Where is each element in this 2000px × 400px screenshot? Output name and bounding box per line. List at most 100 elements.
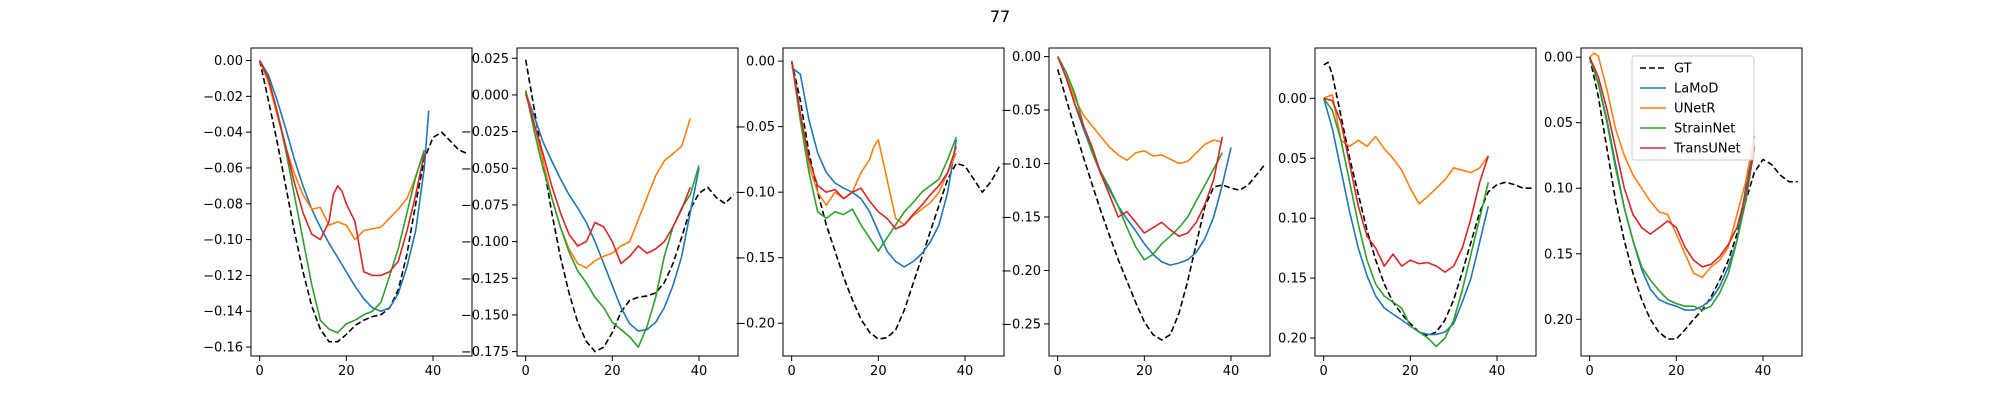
y-tick-label: −0.175 (461, 345, 509, 360)
series-line-strainnet (1323, 97, 1490, 348)
y-tick-label: −0.06 (203, 161, 243, 176)
series-line-gt (1056, 69, 1267, 341)
x-tick-label: 20 (1668, 364, 1685, 379)
y-tick-label: −0.08 (203, 197, 243, 212)
y-tick-label: −0.16 (203, 341, 243, 356)
x-tick-label: 40 (691, 364, 708, 379)
x-tick-label: 40 (957, 364, 974, 379)
series-line-unetr (258, 60, 426, 241)
axes-frame (1580, 47, 1803, 357)
legend-label-transunet: TransUNet (1673, 142, 1741, 157)
x-tick-label: 0 (522, 364, 530, 379)
subplot-5: 0 20 40 0.00 0.05 0.10 0.15 0.20 (1278, 47, 1537, 379)
y-tick-label: −0.14 (203, 305, 243, 320)
y-tick-label: −0.10 (735, 186, 775, 201)
x-tick-label: 20 (604, 364, 621, 379)
y-tick-label: 0.10 (1278, 212, 1307, 227)
figure-title: 77 (990, 7, 1010, 26)
y-tick-label: 0.00 (214, 54, 243, 69)
y-tick-label: 0.025 (472, 52, 509, 67)
series-line-strainnet (790, 60, 958, 252)
axes-frame (1048, 47, 1271, 357)
y-tick-label: 0.10 (1544, 182, 1573, 197)
y-tick-label: 0.00 (1544, 51, 1573, 66)
y-tick-label: 0.00 (1012, 50, 1041, 65)
legend-box (1631, 55, 1755, 161)
legend-label-unetr: UNetR (1674, 102, 1715, 117)
series-line-unetr (1323, 93, 1489, 205)
series-line-gt (1588, 57, 1798, 340)
y-tick-label: 0.05 (1278, 152, 1307, 167)
y-tick-label: 0.000 (472, 88, 509, 103)
x-tick-label: 20 (1136, 364, 1153, 379)
series-line-lamod (1322, 98, 1490, 336)
y-tick-label: −0.050 (461, 162, 509, 177)
y-tick-label: −0.04 (203, 126, 243, 141)
x-tick-label: 20 (870, 364, 887, 379)
axes-frame (250, 47, 473, 357)
subplot-2: 0 20 40 0.025 0.000 −0.025 −0.050 −0.075 −0.100 −… (461, 47, 739, 379)
y-tick-label: 0.15 (1278, 272, 1307, 287)
x-tick-label: 40 (1223, 364, 1240, 379)
series-line-lamod (524, 91, 700, 332)
series-line-transunet (1056, 56, 1224, 237)
series-line-strainnet (1056, 56, 1224, 261)
y-tick-label: −0.100 (461, 235, 509, 250)
axes-frame (1314, 47, 1537, 357)
series-line-gt (258, 60, 469, 343)
y-tick-label: 0.00 (746, 55, 775, 70)
subplot-3: 0 20 40 0.00 −0.05 −0.10 −0.15 −0.20 (735, 47, 1005, 379)
y-tick-label: 0.00 (1278, 92, 1307, 107)
y-tick-label: −0.15 (1001, 210, 1041, 225)
series-line-strainnet (258, 60, 426, 334)
legend-label-gt: GT (1674, 62, 1692, 77)
y-tick-label: −0.05 (735, 120, 775, 135)
series-line-gt (524, 59, 735, 353)
x-tick-label: 40 (1489, 364, 1506, 379)
axes-frame (516, 47, 739, 357)
series-line-transunet (524, 93, 692, 265)
y-tick-label: 0.15 (1544, 247, 1573, 262)
y-tick-label: −0.20 (1001, 264, 1041, 279)
y-tick-label: −0.125 (461, 272, 509, 287)
x-tick-label: 20 (338, 364, 355, 379)
series-line-lamod (791, 67, 958, 268)
series-line-lamod (1056, 56, 1232, 266)
x-tick-label: 0 (788, 364, 796, 379)
y-tick-label: −0.02 (203, 90, 243, 105)
legend-label-lamod: LaMoD (1674, 82, 1718, 97)
x-tick-label: 40 (1755, 364, 1772, 379)
y-tick-label: −0.150 (461, 308, 509, 323)
series-line-transunet (1323, 97, 1490, 273)
x-tick-label: 0 (1320, 364, 1328, 379)
subplot-4: 0 20 40 0.00 −0.05 −0.10 −0.15 −0.20 −0.25 (1001, 47, 1271, 379)
y-tick-label: −0.025 (461, 125, 509, 140)
series-line-unetr (1056, 56, 1223, 165)
x-tick-label: 20 (1402, 364, 1419, 379)
y-tick-label: −0.05 (1001, 104, 1041, 119)
series-line-transunet (258, 60, 426, 277)
series-line-unetr (1589, 52, 1756, 279)
x-tick-label: 0 (1054, 364, 1062, 379)
series-line-lamod (259, 60, 430, 313)
y-tick-label: −0.20 (735, 317, 775, 332)
y-tick-label: −0.15 (735, 251, 775, 266)
legend-label-strainnet: StrainNet (1674, 122, 1735, 137)
y-tick-label: −0.10 (1001, 157, 1041, 172)
y-tick-label: 0.05 (1544, 116, 1573, 131)
y-tick-label: −0.12 (203, 269, 243, 284)
x-tick-label: 0 (1586, 364, 1594, 379)
series-line-gt (1323, 61, 1532, 337)
series-line-strainnet (1588, 56, 1756, 311)
x-tick-label: 40 (425, 364, 442, 379)
series-line-gt (790, 60, 1001, 340)
y-tick-label: −0.25 (1001, 317, 1041, 332)
subplot-1: 0 20 40 0.00 −0.02 −0.04 −0.06 −0.08 −0.10 −0.12 −… (203, 47, 473, 379)
series-line-transunet (790, 60, 958, 230)
subplot-6: 0 20 40 0.00 0.05 0.10 0.15 0.20 GT LaMoD UNetR Str… (1544, 47, 1803, 379)
x-tick-label: 0 (256, 364, 264, 379)
series-line-transunet (1588, 56, 1756, 268)
y-tick-label: 0.20 (1544, 313, 1573, 328)
y-tick-label: −0.075 (461, 198, 509, 213)
